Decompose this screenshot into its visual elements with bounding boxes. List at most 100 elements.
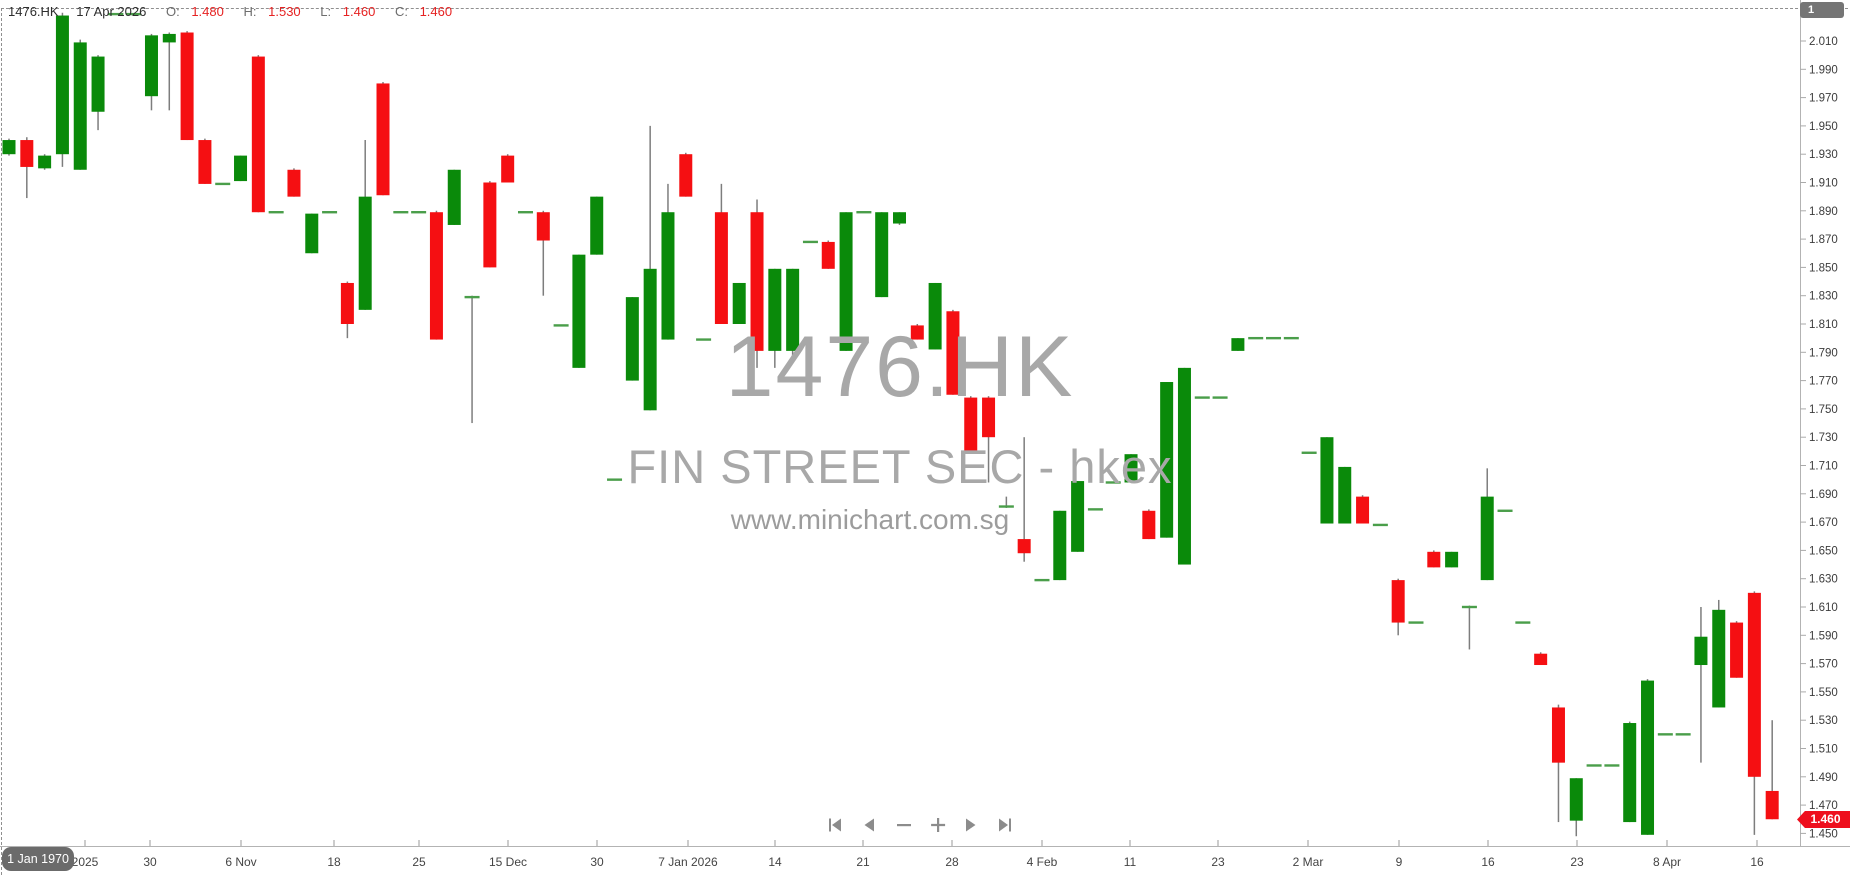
doji-dash[interactable] xyxy=(1194,396,1210,399)
candle-body-up[interactable] xyxy=(1569,778,1583,821)
doji-dash[interactable] xyxy=(1105,481,1121,484)
candle-body-down[interactable] xyxy=(910,325,924,340)
candle-body-up[interactable] xyxy=(162,33,176,43)
candle-body-down[interactable] xyxy=(750,212,764,351)
candle-body-up[interactable] xyxy=(1445,551,1459,568)
candle-body-up[interactable] xyxy=(625,297,639,381)
candle-body-up[interactable] xyxy=(1160,382,1174,538)
candle-body-up[interactable] xyxy=(2,140,16,155)
candle-body-down[interactable] xyxy=(821,241,835,269)
candle-body-down[interactable] xyxy=(1747,592,1761,777)
candle-body-down[interactable] xyxy=(1017,539,1031,554)
doji-dash[interactable] xyxy=(1408,621,1424,624)
price-axis-line[interactable] xyxy=(1800,0,1801,846)
skip-to-end-icon[interactable] xyxy=(998,818,1012,832)
candle-body-down[interactable] xyxy=(536,212,550,241)
candle-body-up[interactable] xyxy=(1712,609,1726,708)
candle-body-down[interactable] xyxy=(714,212,728,324)
candle-body-down[interactable] xyxy=(1391,580,1405,623)
doji-dash[interactable] xyxy=(1604,764,1620,767)
candle-body-up[interactable] xyxy=(447,169,461,225)
candle-body-up[interactable] xyxy=(1071,481,1085,552)
doji-dash[interactable] xyxy=(1266,336,1282,340)
time-axis-line[interactable] xyxy=(0,846,1850,847)
doji-dash[interactable] xyxy=(607,478,623,481)
candle-body-up[interactable] xyxy=(38,155,52,169)
doji-dash[interactable] xyxy=(856,211,872,214)
candle-body-up[interactable] xyxy=(305,213,319,254)
candle-body-down[interactable] xyxy=(287,169,301,197)
candle-body-up[interactable] xyxy=(1320,437,1334,524)
doji-dash[interactable] xyxy=(1283,336,1299,340)
candle-body-down[interactable] xyxy=(251,56,265,213)
skip-to-start-icon[interactable] xyxy=(828,818,842,832)
candle-body-up[interactable] xyxy=(1124,454,1138,483)
candle-body-down[interactable] xyxy=(1356,496,1370,524)
candle-body-down[interactable] xyxy=(429,212,443,340)
candle-body-down[interactable] xyxy=(1534,653,1548,666)
doji-dash[interactable] xyxy=(1461,605,1477,609)
doji-dash[interactable] xyxy=(1515,621,1531,624)
candle-body-up[interactable] xyxy=(875,212,889,298)
candle-body-down[interactable] xyxy=(982,397,996,438)
candle-body-up[interactable] xyxy=(732,282,746,324)
candle-body-down[interactable] xyxy=(376,83,390,196)
doji-dash[interactable] xyxy=(268,211,284,214)
candle-body-up[interactable] xyxy=(1231,338,1245,351)
candle-body-up[interactable] xyxy=(358,196,372,310)
candle-body-down[interactable] xyxy=(1142,510,1156,540)
candle-body-up[interactable] xyxy=(1694,636,1708,666)
doji-dash[interactable] xyxy=(1087,508,1103,511)
doji-dash[interactable] xyxy=(998,505,1014,508)
candle-body-down[interactable] xyxy=(501,155,515,183)
candle-body-up[interactable] xyxy=(572,254,586,368)
candle-body-down[interactable] xyxy=(1765,790,1779,820)
doji-dash[interactable] xyxy=(1657,733,1673,736)
doji-dash[interactable] xyxy=(517,211,533,214)
candle-body-up[interactable] xyxy=(786,268,800,351)
candle-body-up[interactable] xyxy=(928,282,942,350)
doji-dash[interactable] xyxy=(696,338,712,341)
doji-dash[interactable] xyxy=(322,211,338,214)
doji-dash[interactable] xyxy=(1034,578,1050,582)
doji-dash[interactable] xyxy=(1301,451,1317,454)
candle-body-up[interactable] xyxy=(1338,466,1352,524)
doji-dash[interactable] xyxy=(126,12,142,16)
candle-body-up[interactable] xyxy=(643,268,657,411)
doji-dash[interactable] xyxy=(1372,523,1388,527)
candle-body-up[interactable] xyxy=(1053,510,1067,581)
doji-dash[interactable] xyxy=(215,182,231,186)
candle-body-down[interactable] xyxy=(483,182,497,268)
doji-dash[interactable] xyxy=(1497,509,1513,512)
doji-dash[interactable] xyxy=(464,295,480,299)
candle-body-up[interactable] xyxy=(590,196,604,255)
candle-body-down[interactable] xyxy=(1427,551,1441,568)
candle-body-down[interactable] xyxy=(340,282,354,324)
doji-dash[interactable] xyxy=(411,211,427,214)
candle-body-up[interactable] xyxy=(55,15,69,155)
candle-body-down[interactable] xyxy=(180,32,194,141)
pan-left-icon[interactable] xyxy=(862,818,876,832)
candle-body-up[interactable] xyxy=(1641,680,1655,835)
candle-body-up[interactable] xyxy=(768,268,782,351)
candle-body-down[interactable] xyxy=(1730,622,1744,678)
pan-right-icon[interactable] xyxy=(964,818,978,832)
candle-body-up[interactable] xyxy=(893,212,906,224)
candle-body-up[interactable] xyxy=(1623,723,1637,823)
candle-body-down[interactable] xyxy=(20,140,34,167)
candle-body-up[interactable] xyxy=(144,35,158,97)
candle-body-up[interactable] xyxy=(839,212,853,351)
candle-body-up[interactable] xyxy=(234,155,248,182)
candle-body-down[interactable] xyxy=(679,154,693,197)
doji-dash[interactable] xyxy=(553,324,569,327)
doji-dash[interactable] xyxy=(108,12,124,16)
candle-body-down[interactable] xyxy=(198,140,212,184)
doji-dash[interactable] xyxy=(802,240,818,244)
candle-body-down[interactable] xyxy=(946,311,960,395)
candle-body-down[interactable] xyxy=(1551,707,1565,763)
doji-dash[interactable] xyxy=(1675,733,1691,736)
candle-body-up[interactable] xyxy=(661,212,675,340)
doji-dash[interactable] xyxy=(1212,396,1228,399)
candle-body-up[interactable] xyxy=(1177,367,1191,565)
candle-body-up[interactable] xyxy=(1480,496,1494,581)
